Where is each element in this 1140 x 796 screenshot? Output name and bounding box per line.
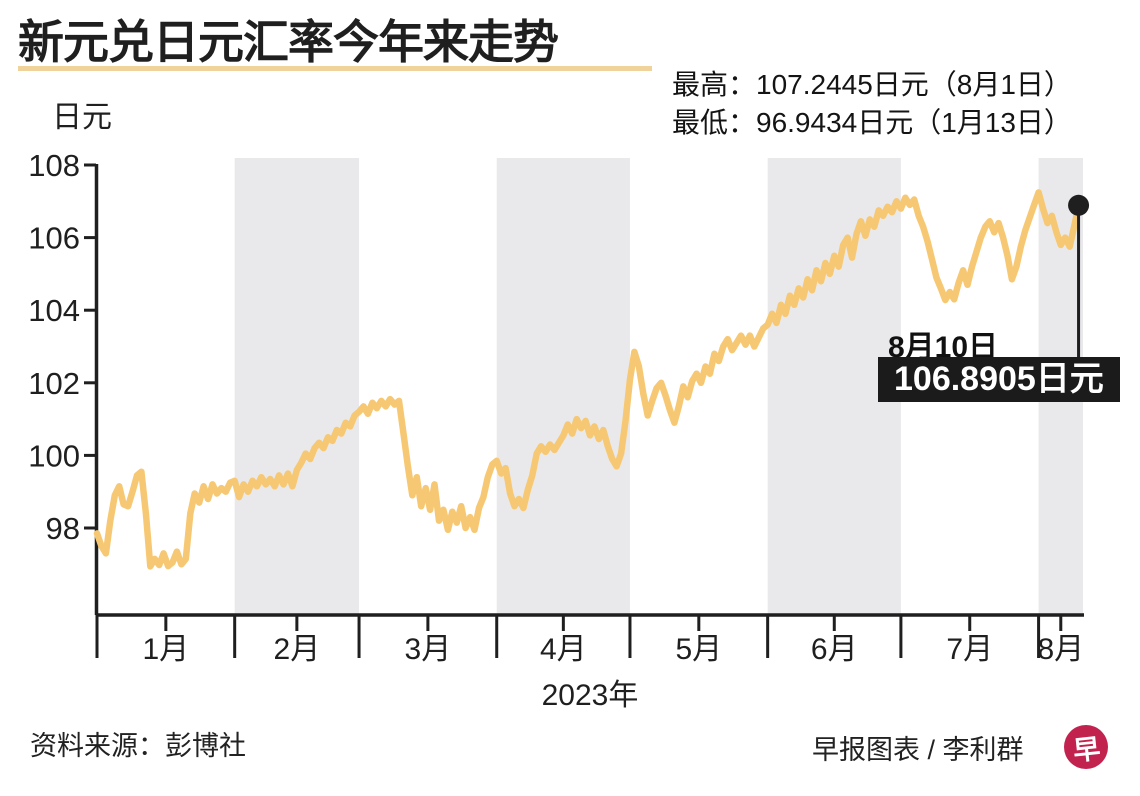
x-axis-title: 2023年 bbox=[542, 679, 639, 712]
zaobao-logo-glyph: 早 bbox=[1071, 733, 1102, 766]
x-tick-label: 5月 bbox=[675, 633, 722, 666]
y-tick-label: 98 bbox=[46, 511, 80, 546]
y-tick-label: 108 bbox=[28, 148, 80, 183]
x-tick-label: 7月 bbox=[946, 633, 993, 666]
low-stat-line: 最低：96.9434日元（1月13日） bbox=[672, 107, 1072, 138]
exchange-rate-line bbox=[93, 189, 1082, 570]
y-tick-label: 104 bbox=[28, 293, 80, 328]
title-underline-decoration bbox=[18, 66, 652, 71]
y-tick-label: 102 bbox=[28, 366, 80, 401]
credit-label: 早报图表 / 李利群 bbox=[812, 735, 1024, 765]
x-tick-label: 3月 bbox=[405, 633, 452, 666]
x-tick-label: 8月 bbox=[1037, 633, 1084, 666]
y-tick-label: 100 bbox=[28, 438, 80, 473]
x-tick-label: 2月 bbox=[274, 633, 321, 666]
x-tick-label: 1月 bbox=[142, 633, 189, 666]
x-tick-label: 4月 bbox=[540, 633, 587, 666]
month-shading-band bbox=[496, 158, 630, 615]
high-stat-line: 最高：107.2445日元（8月1日） bbox=[672, 69, 1072, 100]
page-title: 新元兑日元汇率今年来走势 bbox=[18, 16, 559, 68]
x-tick-label: 6月 bbox=[811, 633, 858, 666]
month-shading-band bbox=[234, 158, 360, 615]
zaobao-logo: 早 bbox=[1064, 725, 1108, 769]
y-tick-label: 106 bbox=[28, 221, 80, 256]
high-low-stats: 最高：107.2445日元（8月1日） 最低：96.9434日元（1月13日） bbox=[672, 66, 1134, 142]
data-source-label: 资料来源：彭博社 bbox=[30, 731, 246, 761]
endpoint-value-box: 106.8905日元 bbox=[878, 357, 1120, 402]
y-axis-unit-label: 日元 bbox=[52, 101, 112, 134]
endpoint-marker-dot bbox=[1068, 194, 1090, 216]
